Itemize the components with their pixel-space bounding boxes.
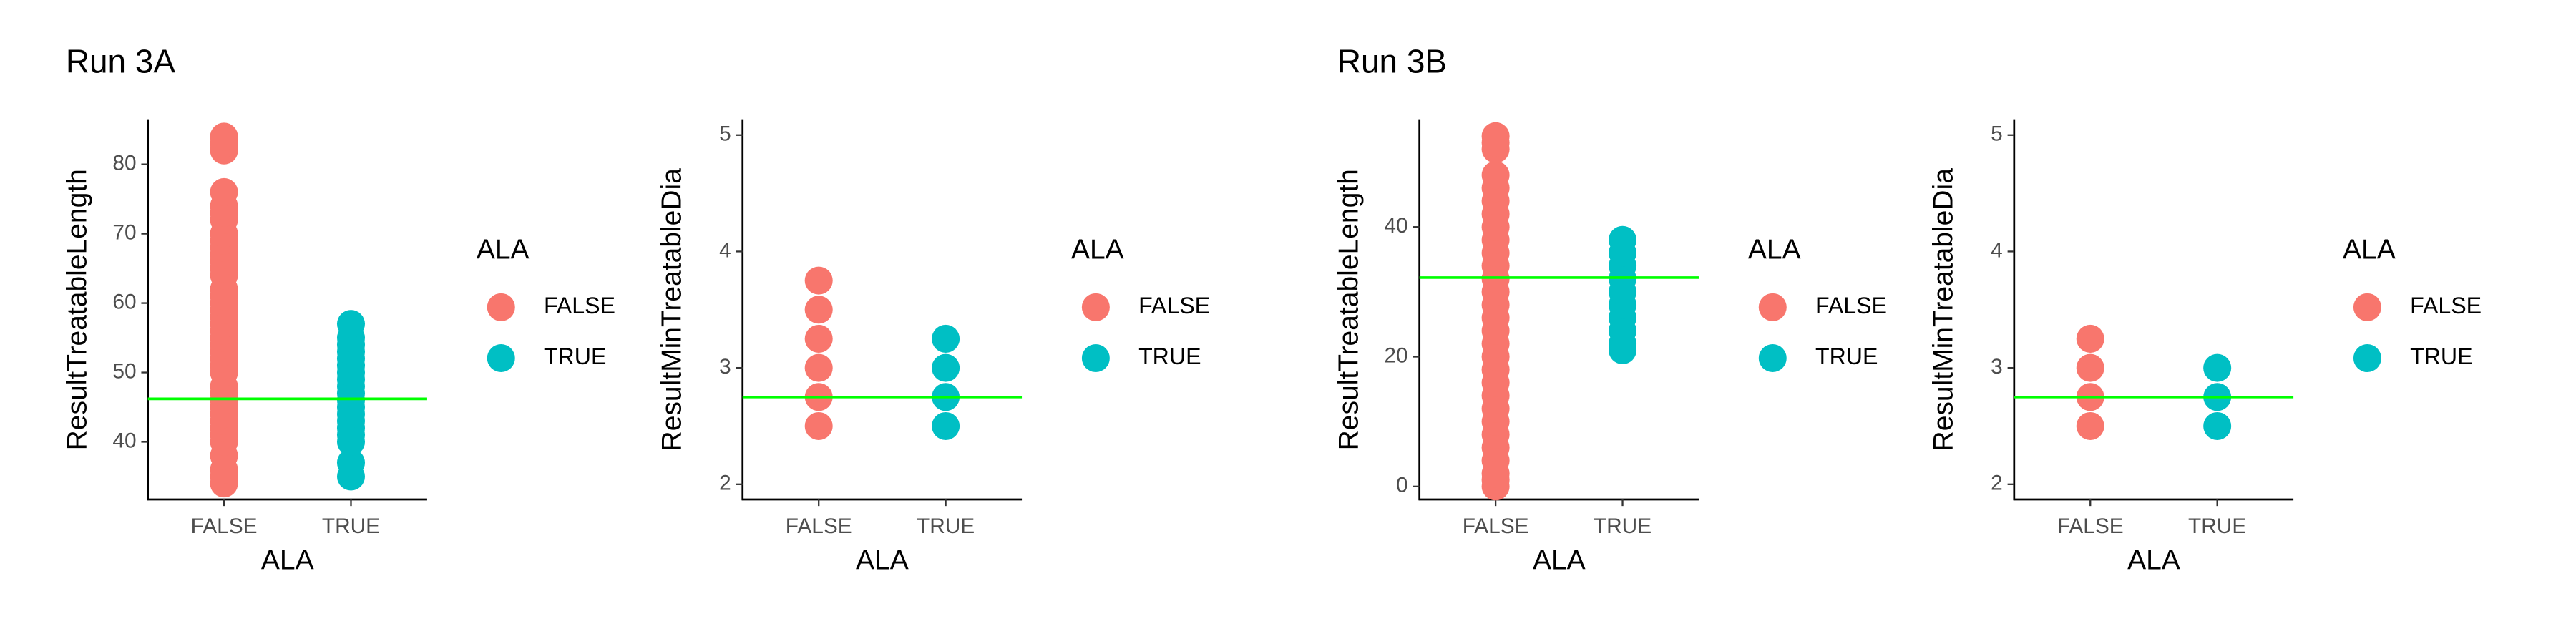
point: [336, 449, 366, 477]
y-tick-label: 60: [112, 290, 136, 313]
y-tick-label: 40: [1384, 214, 1407, 238]
y-tick-label: 5: [1991, 122, 2003, 146]
legend-label: FALSE: [2410, 293, 2482, 318]
y-tick-label: 70: [112, 220, 136, 244]
legend-title: ALA: [1748, 235, 1801, 265]
point: [804, 324, 833, 353]
legend-key: [1758, 343, 1787, 373]
x-tick-label: TRUE: [322, 514, 380, 538]
legend-label: TRUE: [544, 343, 606, 369]
point: [804, 266, 833, 295]
x-axis-label: ALA: [1533, 545, 1586, 576]
y-tick-label: 3: [1991, 355, 2003, 379]
y-axis-label: ResultMinTreatableDia: [657, 168, 688, 452]
legend-key: [2353, 293, 2381, 321]
y-tick-label: 2: [1991, 472, 2003, 495]
x-tick-label: TRUE: [2188, 514, 2246, 538]
point: [2203, 353, 2232, 382]
panel-title: Run 3A: [66, 43, 175, 80]
legend-key: [487, 293, 515, 321]
x-axis-label: ALA: [261, 545, 314, 576]
legend-label: FALSE: [544, 293, 615, 318]
point: [1481, 161, 1510, 190]
legend-label: TRUE: [2410, 343, 2472, 369]
y-tick-label: 40: [112, 429, 136, 452]
legend-label: FALSE: [1138, 293, 1210, 318]
legend-key: [2353, 343, 2381, 373]
point: [1481, 122, 1510, 150]
y-tick-label: 20: [1384, 343, 1407, 367]
panel-title: Run 3B: [1337, 43, 1447, 80]
y-tick-label: 4: [1991, 238, 2003, 262]
point: [210, 177, 238, 206]
y-tick-label: 50: [112, 359, 136, 383]
point: [210, 122, 238, 151]
legend-key: [1081, 293, 1110, 321]
point: [2076, 353, 2104, 382]
legend-key: [1081, 343, 1110, 373]
point: [932, 411, 960, 440]
x-tick-label: FALSE: [1463, 514, 1529, 538]
legend-title: ALA: [2343, 235, 2396, 265]
point: [804, 353, 833, 382]
x-axis-label: ALA: [856, 545, 909, 576]
point: [2076, 324, 2104, 353]
legend-title: ALA: [1071, 235, 1124, 265]
point: [804, 411, 833, 440]
point: [336, 310, 366, 338]
point: [932, 353, 960, 382]
y-axis-label: ResultTreatableLength: [62, 169, 93, 450]
point: [2076, 411, 2104, 440]
y-tick-label: 4: [719, 238, 731, 262]
x-tick-label: TRUE: [917, 514, 975, 538]
y-tick-label: 5: [719, 122, 731, 146]
x-axis-label: ALA: [2127, 545, 2180, 576]
legend-key: [1758, 293, 1787, 321]
y-tick-label: 2: [719, 472, 731, 495]
point: [804, 296, 833, 324]
x-tick-label: TRUE: [1594, 514, 1652, 538]
legend-label: FALSE: [1815, 293, 1887, 318]
y-tick-label: 3: [719, 355, 731, 379]
x-tick-label: FALSE: [786, 514, 852, 538]
legend-label: TRUE: [1138, 343, 1201, 369]
legend-key: [487, 343, 515, 373]
y-axis-label: ResultMinTreatableDia: [1928, 168, 1959, 452]
y-tick-label: 0: [1396, 474, 1408, 497]
point: [932, 324, 960, 353]
point: [2203, 411, 2232, 440]
legend-label: TRUE: [1815, 343, 1878, 369]
legend-title: ALA: [477, 235, 530, 265]
x-tick-label: FALSE: [191, 514, 258, 538]
point: [1609, 225, 1637, 254]
x-tick-label: FALSE: [2057, 514, 2124, 538]
y-tick-label: 80: [112, 152, 136, 175]
y-axis-label: ResultTreatableLength: [1334, 169, 1365, 450]
